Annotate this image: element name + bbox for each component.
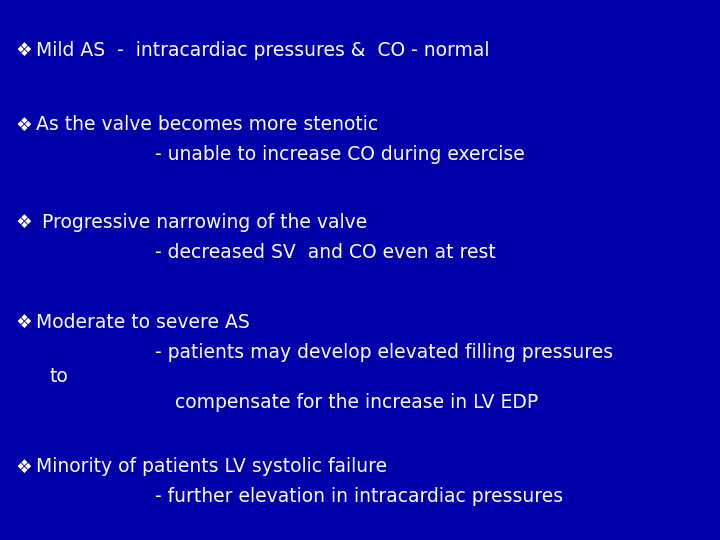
Text: to: to	[50, 368, 68, 387]
Text: - further elevation in intracardiac pressures: - further elevation in intracardiac pres…	[155, 488, 563, 507]
Text: - decreased SV  and CO even at rest: - decreased SV and CO even at rest	[155, 242, 496, 261]
Text: ❖: ❖	[15, 116, 32, 134]
Text: Mild AS  -  intracardiac pressures &  CO - normal: Mild AS - intracardiac pressures & CO - …	[30, 40, 490, 59]
Text: compensate for the increase in LV EDP: compensate for the increase in LV EDP	[175, 393, 539, 411]
Text: Progressive narrowing of the valve: Progressive narrowing of the valve	[30, 213, 367, 232]
Text: As the valve becomes more stenotic: As the valve becomes more stenotic	[30, 116, 378, 134]
Text: ❖: ❖	[15, 40, 32, 59]
Text: ❖: ❖	[15, 213, 32, 232]
Text: ❖: ❖	[15, 313, 32, 332]
Text: ❖: ❖	[15, 457, 32, 476]
Text: - unable to increase CO during exercise: - unable to increase CO during exercise	[155, 145, 525, 165]
Text: Moderate to severe AS: Moderate to severe AS	[30, 313, 250, 332]
Text: Minority of patients LV systolic failure: Minority of patients LV systolic failure	[30, 457, 387, 476]
Text: - patients may develop elevated filling pressures: - patients may develop elevated filling …	[155, 342, 613, 361]
